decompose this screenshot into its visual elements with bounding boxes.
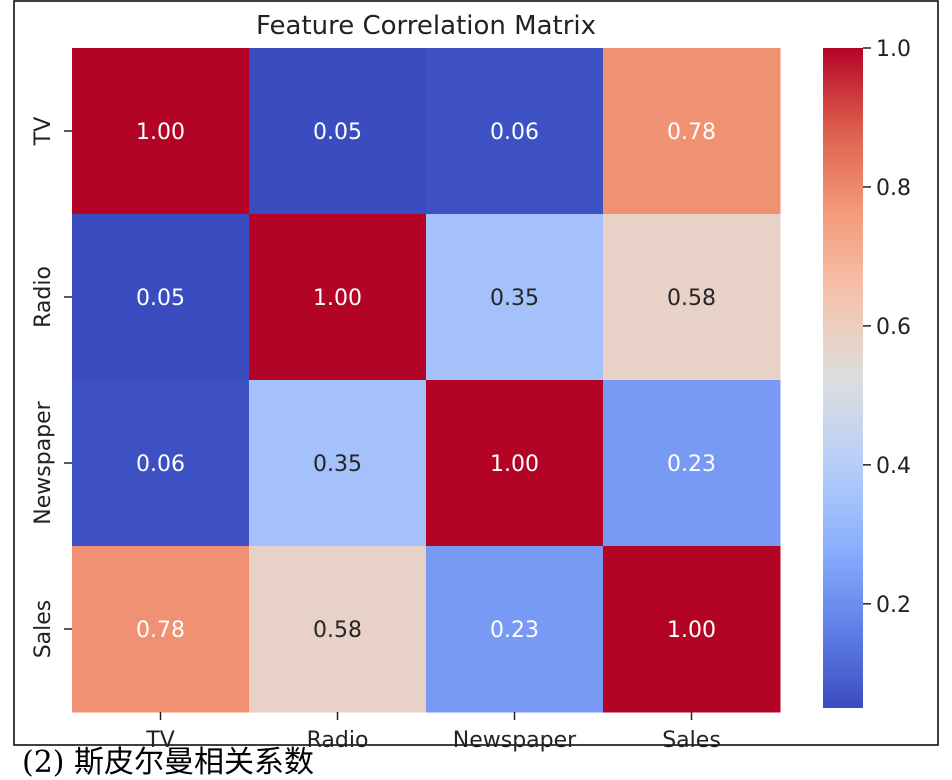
- cell-value-label: 0.05: [136, 286, 185, 311]
- y-tick-label: TV: [31, 117, 56, 147]
- heatmap-cell: [603, 48, 781, 215]
- cell-value-label: 0.06: [136, 452, 185, 477]
- cell-value-label: 0.78: [136, 618, 185, 643]
- colorbar-tick-label: 0.6: [876, 315, 911, 340]
- cell-value-label: 1.00: [667, 618, 716, 643]
- x-tick-label: Radio: [307, 728, 369, 753]
- y-axis: TV Radio Newspaper Sales: [31, 117, 72, 659]
- heatmap-cell: [72, 380, 250, 547]
- cell-value-label: 0.23: [667, 452, 716, 477]
- cell-value-label: 0.35: [313, 452, 362, 477]
- colorbar: 0.2 0.4 0.6 0.8 1.0: [823, 37, 911, 708]
- y-tick-label: Sales: [31, 600, 56, 659]
- colorbar-tick-label: 0.8: [876, 176, 911, 201]
- heatmap-cell: [249, 380, 427, 547]
- y-tick-label: Newspaper: [31, 400, 56, 524]
- heatmap-cell: [249, 546, 427, 713]
- heatmap-cell: [72, 48, 250, 215]
- heatmap-cell: [426, 546, 604, 713]
- heatmap-cell: [426, 214, 604, 381]
- cell-value-label: 1.00: [313, 286, 362, 311]
- figure-caption: (2) 斯皮尔曼相关系数: [22, 745, 315, 780]
- cell-value-label: 0.78: [667, 120, 716, 145]
- heatmap-cell: [249, 48, 427, 215]
- heatmap-cell: [426, 48, 604, 215]
- cell-value-labels: 1.00 0.05 0.06 0.78 0.05 1.00 0.35 0.58 0.06 0.35…: [136, 120, 716, 643]
- colorbar-tick-label: 0.2: [876, 593, 911, 618]
- cell-value-label: 0.06: [490, 120, 539, 145]
- chart-title: Feature Correlation Matrix: [256, 11, 596, 41]
- heatmap-cell: [249, 214, 427, 381]
- cell-value-label: 1.00: [490, 452, 539, 477]
- colorbar-tick-label: 1.0: [876, 37, 911, 62]
- cell-value-label: 0.58: [667, 286, 716, 311]
- heatmap-cell: [603, 214, 781, 381]
- x-tick-label: Newspaper: [453, 728, 577, 753]
- heatmap-cells: [72, 48, 781, 713]
- cell-value-label: 0.58: [313, 618, 362, 643]
- heatmap-cell: [72, 214, 250, 381]
- cell-value-label: 0.05: [313, 120, 362, 145]
- y-tick-label: Radio: [31, 266, 56, 328]
- x-tick-label: Sales: [662, 728, 721, 753]
- heatmap-cell: [603, 380, 781, 547]
- cell-value-label: 1.00: [136, 120, 185, 145]
- x-tick-label: TV: [145, 728, 175, 753]
- x-axis: TV Radio Newspaper Sales: [145, 712, 721, 753]
- heatmap-cell: [426, 380, 604, 547]
- heatmap-cell: [603, 546, 781, 713]
- cell-value-label: 0.23: [490, 618, 539, 643]
- colorbar-gradient: [823, 48, 863, 708]
- heatmap-cell: [72, 546, 250, 713]
- colorbar-tick-label: 0.4: [876, 454, 911, 479]
- cell-value-label: 0.35: [490, 286, 539, 311]
